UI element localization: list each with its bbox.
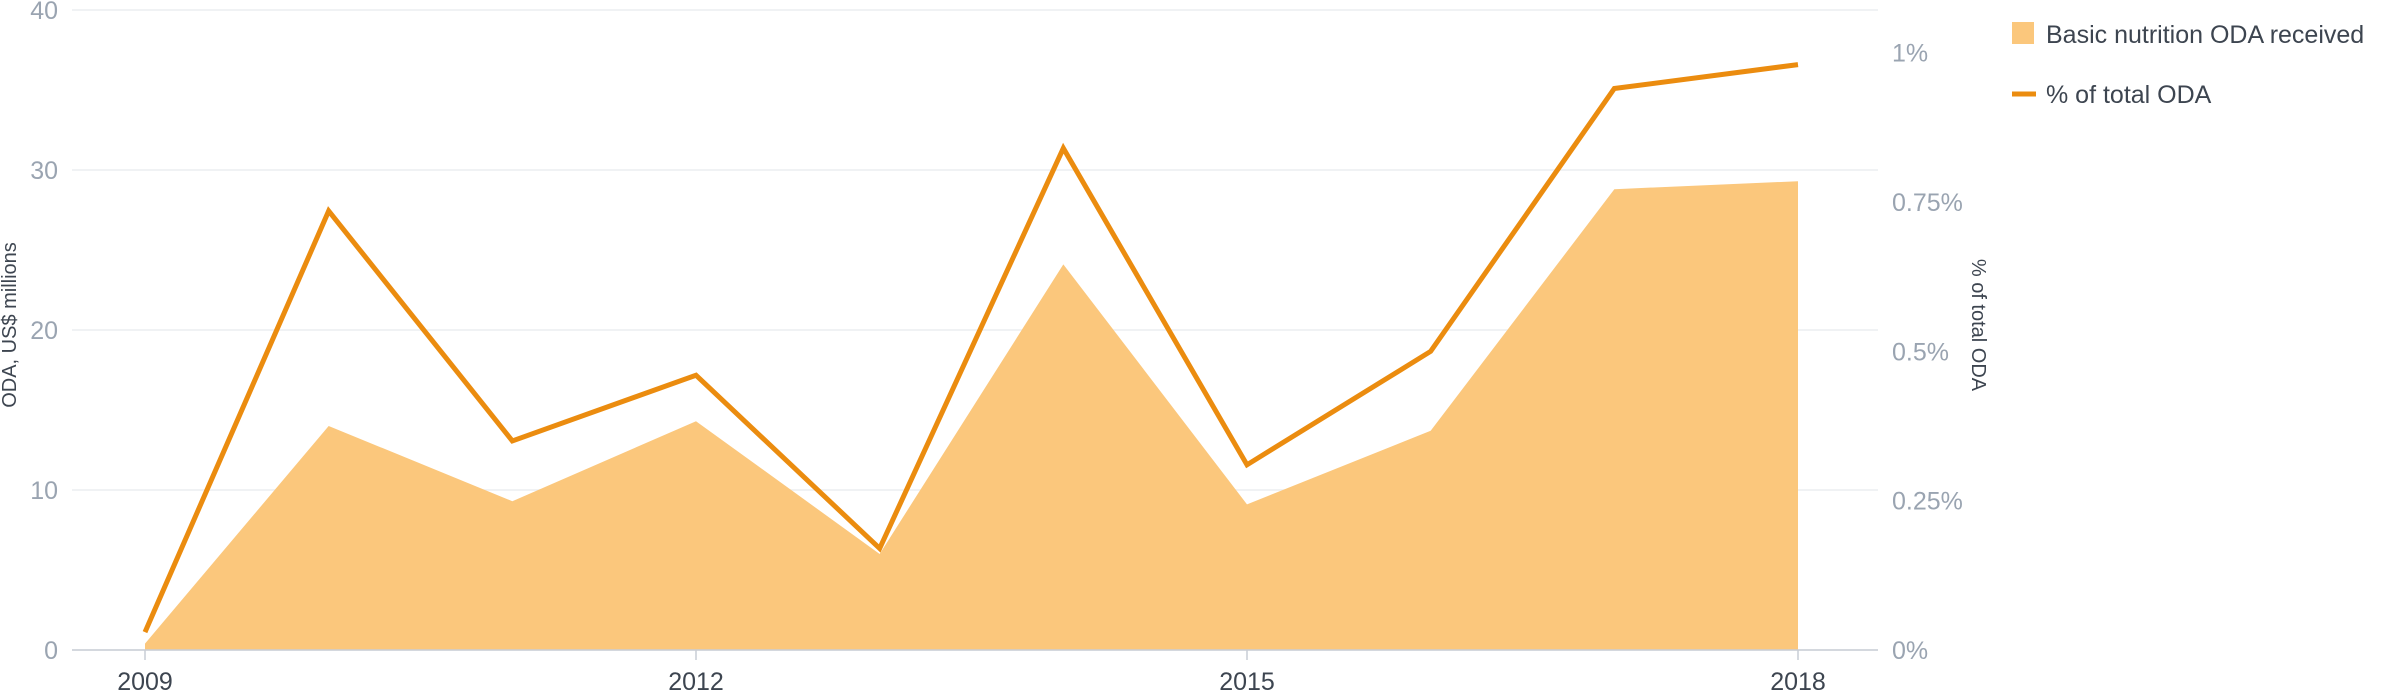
area-point-2012: [693, 418, 699, 424]
line-point-2016: [1428, 348, 1434, 354]
area-point-2018: [1795, 178, 1801, 184]
area-point-2016: [1428, 428, 1434, 434]
line-point-2015: [1244, 462, 1250, 468]
x-tick-label-1: 2012: [668, 668, 724, 696]
area-point-2014: [1060, 261, 1066, 267]
line-layer: [142, 62, 1801, 635]
area-point-2009: [142, 641, 148, 647]
x-tick-label-2: 2015: [1219, 668, 1275, 696]
y-right-tick-label-1: 0.25%: [1892, 488, 1963, 516]
line-point-2012: [693, 372, 699, 378]
y-right-tick-label-4: 1%: [1892, 40, 1928, 68]
y-axis-right: 0% 0.25% 0.5% 0.75% 1%: [1892, 40, 1963, 665]
y-axis-left: 0 10 20 30 40: [30, 0, 58, 665]
area-series-basic-nutrition: [145, 181, 1798, 650]
line-point-2018: [1795, 62, 1801, 68]
y-right-tick-label-3: 0.75%: [1892, 189, 1963, 217]
line-series-percent-total: [142, 62, 1799, 634]
area-point-2017: [1611, 186, 1617, 192]
area-point-2011: [509, 498, 515, 504]
y-axis-left-title: ODA, US$ millions: [0, 242, 21, 408]
area-layer: [142, 178, 1801, 650]
y-right-tick-label-2: 0.5%: [1892, 338, 1949, 366]
x-tick-label-3: 2018: [1770, 668, 1826, 696]
area-point-2010: [326, 423, 332, 429]
legend: Basic nutrition ODA received % of total …: [2012, 21, 2364, 109]
area-point-2015: [1244, 501, 1250, 507]
line-point-2009: [142, 629, 148, 635]
x-axis: 2009 2012 2015 2018: [72, 649, 1878, 696]
line-point-2010: [326, 208, 332, 214]
y-left-tick-label-2: 20: [30, 317, 58, 345]
y-left-tick-label-4: 40: [30, 0, 58, 25]
line-point-2017: [1611, 85, 1617, 91]
x-tick-label-0: 2009: [117, 668, 173, 696]
y-left-tick-label-1: 10: [30, 477, 58, 505]
legend-label-percent-total: % of total ODA: [2046, 81, 2212, 109]
legend-label-basic-nutrition: Basic nutrition ODA received: [2046, 21, 2364, 49]
area-point-2013: [877, 551, 883, 557]
y-axis-right-title: % of total ODA: [1967, 259, 1989, 392]
y-left-tick-label-0: 0: [44, 637, 58, 665]
y-left-tick-label-3: 30: [30, 157, 58, 185]
line-point-2013: [877, 545, 883, 551]
line-point-2011: [509, 438, 515, 444]
line-point-2014: [1060, 145, 1066, 151]
legend-swatch-basic-nutrition: [2012, 22, 2034, 44]
y-right-tick-label-0: 0%: [1892, 637, 1928, 665]
